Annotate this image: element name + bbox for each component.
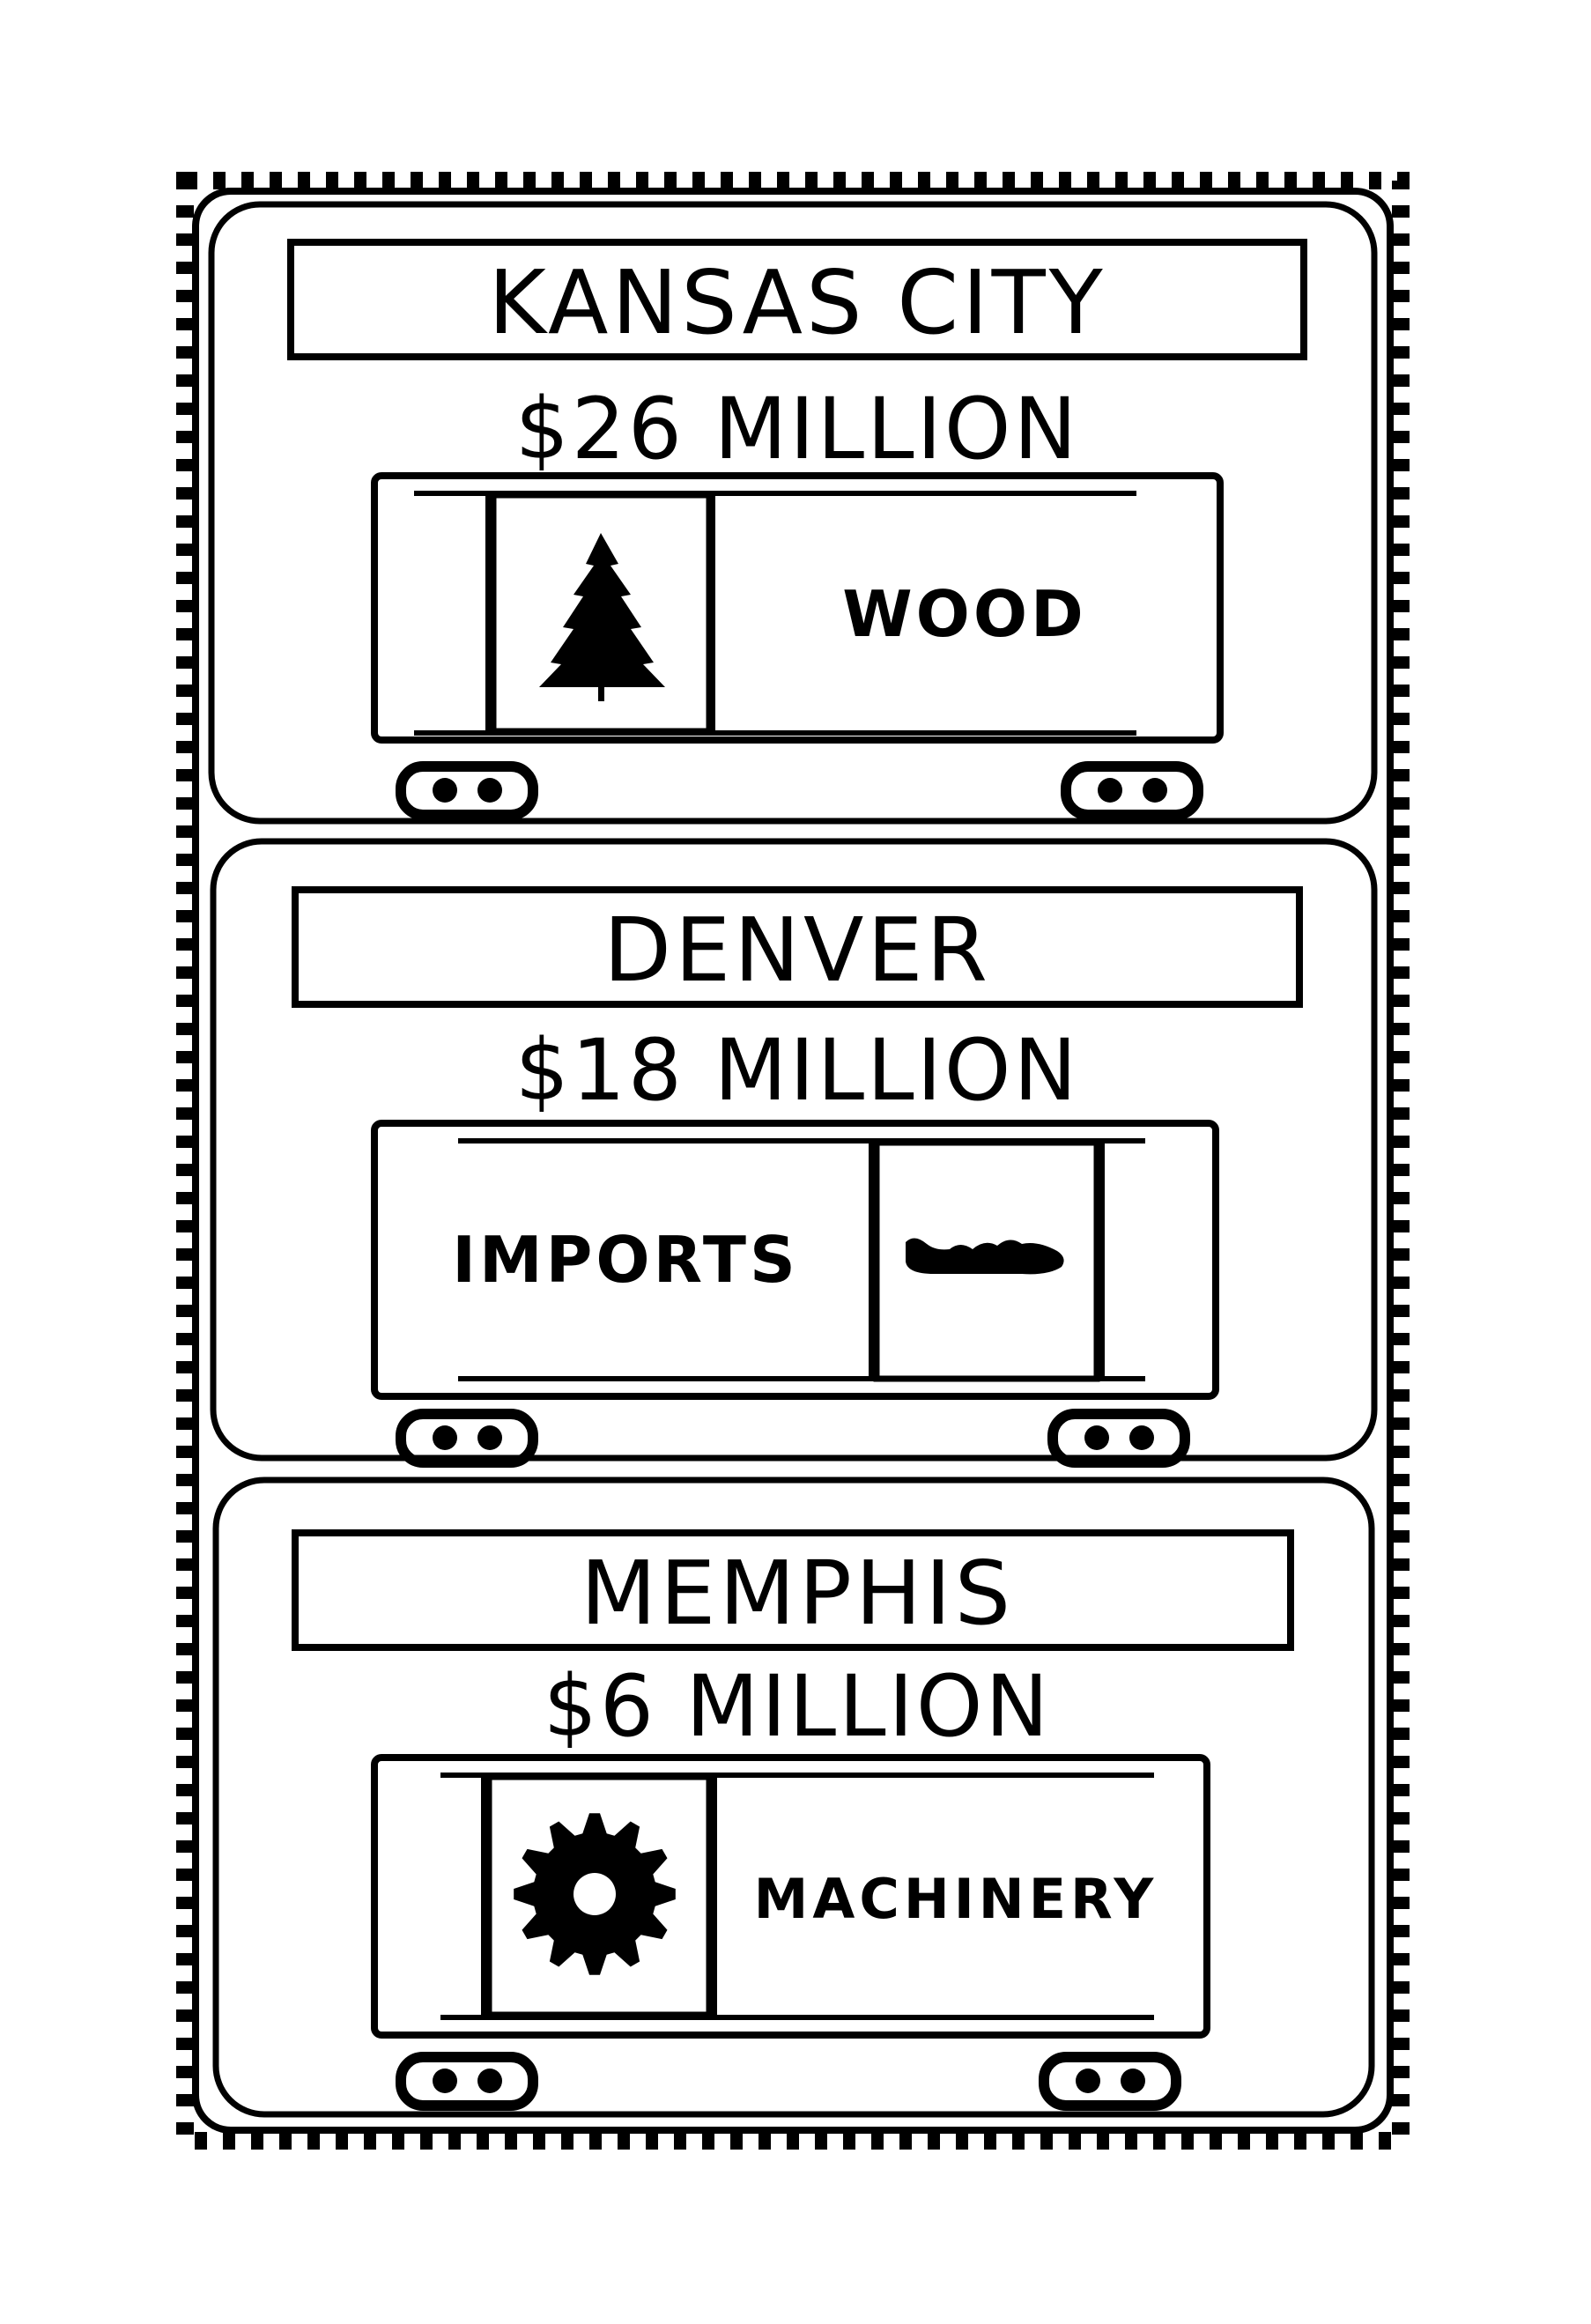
wheel-truck-left <box>396 761 538 820</box>
wheel-truck-right <box>1061 761 1203 820</box>
wheel-truck-left <box>396 2052 538 2111</box>
amount-label: $18 MILLION <box>515 1021 1080 1120</box>
perforated-edge <box>176 172 1410 2150</box>
city-name: KANSAS CITY <box>488 251 1106 354</box>
panel-kansas-city: KANSAS CITY $26 MILLION WOOD <box>208 201 1378 825</box>
boxcar: IMPORTS <box>371 1120 1219 1468</box>
shoe-icon <box>906 1238 1064 1275</box>
wheel-truck-right <box>1047 1409 1190 1468</box>
cargo-label: IMPORTS <box>452 1223 799 1297</box>
cargo-label: WOOD <box>842 577 1087 651</box>
gear-icon <box>514 1813 676 1975</box>
panel-memphis: MEMPHIS $6 MILLION MACHINERY <box>212 1477 1375 2118</box>
amount-label: $6 MILLION <box>544 1657 1051 1756</box>
city-name: MEMPHIS <box>581 1542 1014 1645</box>
city-banner <box>292 886 1303 1008</box>
city-banner <box>292 1529 1294 1651</box>
city-name: DENVER <box>603 899 991 1002</box>
wheel-truck-left <box>396 1409 538 1468</box>
wheel-truck-right <box>1039 2052 1181 2111</box>
amount-label: $26 MILLION <box>515 380 1080 478</box>
cargo-label: MACHINERY <box>754 1867 1158 1931</box>
city-banner <box>287 239 1307 360</box>
boxcar: MACHINERY <box>371 1754 1210 2111</box>
boxcar: WOOD <box>371 472 1224 820</box>
outer-frame <box>192 188 1394 2134</box>
panel-denver: DENVER $18 MILLION IMPORTS <box>210 838 1378 1468</box>
pine-tree-icon <box>539 533 665 701</box>
